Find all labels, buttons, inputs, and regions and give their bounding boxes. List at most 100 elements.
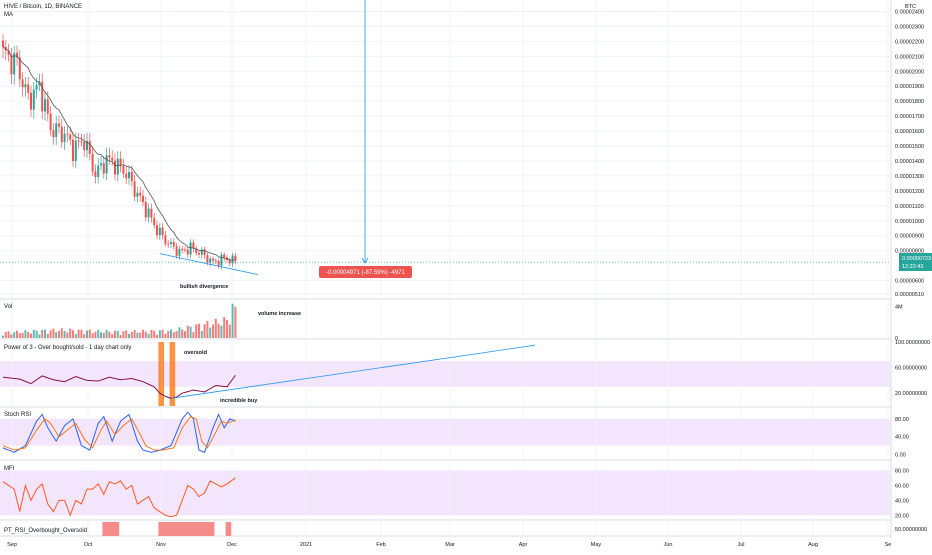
stochrsi-band (0, 418, 891, 446)
candle-body (136, 192, 139, 197)
volume-bar (80, 329, 83, 338)
price-tick-label: 0.00000900 (895, 234, 924, 240)
candle-body (214, 260, 217, 262)
price-tick-label: 0.00002300 (895, 24, 924, 30)
candle-body (10, 54, 13, 75)
currency-label: BTC (905, 4, 916, 10)
price-tick-label: 0.00002400 (895, 9, 924, 15)
oversold-bar (158, 342, 162, 406)
candle-body (44, 99, 46, 112)
volume-bar (4, 332, 7, 338)
measure-arrow-head (361, 257, 369, 264)
volume-bar (178, 327, 181, 338)
candle-body (52, 130, 55, 138)
annotation-bullish-divergence: bullish divergence (180, 284, 228, 290)
candle-body (77, 140, 80, 142)
price-tick-label: 0.00000510 (895, 292, 924, 298)
ma-indicator-label[interactable]: MA (4, 12, 13, 18)
candle-body (200, 249, 203, 255)
mfi-pane-title[interactable]: MFI (4, 466, 15, 472)
volume-bar (206, 321, 209, 338)
volume-bar (83, 334, 86, 338)
volume-bar (189, 326, 192, 338)
volume-bar (7, 331, 10, 338)
power3-pane-title[interactable]: Power of 3 - Over bought/sold - 1 day ch… (4, 345, 131, 351)
volume-bar (30, 333, 32, 338)
volume-bar (13, 332, 16, 338)
y-axis-labels: 0.00002400 0.00002300 0.00002200 0.00002100… (895, 9, 930, 533)
volume-bar (231, 303, 234, 338)
volume-bar (158, 330, 161, 338)
candle-body (91, 153, 94, 172)
candle-body (46, 99, 49, 114)
stochrsi-pane-title[interactable]: Stoch RSI (4, 412, 31, 418)
symbol-title[interactable]: HIVE / Bitcoin, 1D, BINANCE (4, 4, 82, 10)
power3-line (2, 374, 236, 399)
mfi-line (2, 477, 236, 518)
volume-bar (125, 330, 128, 338)
volume-bar (142, 329, 144, 338)
pane-backgrounds (0, 0, 892, 538)
mfi-tick-label: 20.00 (895, 513, 909, 519)
candle-body (189, 242, 192, 255)
x-tick-label: Feb (376, 542, 385, 548)
volume-bar (119, 335, 122, 338)
candle-body (167, 243, 170, 245)
candle-body (21, 79, 24, 88)
candle-body (156, 225, 158, 236)
volume-bar (66, 332, 69, 338)
volume-bar (86, 330, 88, 338)
measure-badge-label: -0.00004971 (-87.59%) -4971 (326, 270, 405, 276)
candle-body (66, 133, 69, 135)
volume-bar (200, 330, 203, 338)
volume-bar (38, 334, 41, 338)
candle-body (108, 155, 111, 158)
pt-rsi-pane-title[interactable]: PT_RSI_Overbought_Oversold (4, 528, 87, 534)
volume-bar (170, 329, 172, 338)
price-tick-label: 0.00001100 (895, 204, 924, 210)
volume-bar (130, 331, 133, 338)
volume-bar (105, 330, 108, 338)
volume-bar (156, 334, 158, 338)
mfi-band (0, 470, 891, 516)
candle-body (13, 52, 16, 75)
volume-bar (175, 331, 178, 338)
power3-tick-label: 60.00000000 (895, 366, 927, 372)
pt-rsi-bar (158, 522, 215, 536)
x-tick-label: Mar (445, 542, 455, 548)
candle-body (203, 249, 206, 256)
volume-bar (172, 332, 175, 338)
candle-body (142, 195, 144, 203)
candle-body (170, 241, 172, 244)
volume-bar (128, 333, 130, 338)
oversold-bar (172, 342, 176, 406)
divergence-line (159, 253, 258, 275)
candle-body (220, 254, 223, 266)
last-price-tag[interactable]: 0.00000723 12:22:43 (899, 253, 932, 271)
volume-bar (116, 331, 119, 338)
volume-bar (46, 333, 49, 338)
volume-bar (18, 333, 21, 338)
volume-pane-title[interactable]: Vol (4, 304, 12, 310)
candle-body (147, 208, 150, 218)
candle-body (144, 202, 147, 218)
indicator-bands (0, 361, 891, 516)
measure-badge[interactable]: -0.00004971 (-87.59%) -4971 (319, 266, 412, 278)
candle-body (49, 113, 52, 131)
volume-bar (212, 324, 214, 338)
annotation-incredible-buy: incredible buy (220, 398, 258, 404)
candle-body (209, 258, 212, 263)
volume-bar (167, 330, 170, 338)
volume-bar (136, 332, 139, 338)
candle-body (212, 258, 214, 261)
price-tick-label: 0.00000800 (895, 249, 924, 255)
x-tick-label: May (591, 542, 602, 548)
candle-body (186, 249, 189, 255)
candle-body (181, 248, 184, 250)
price-tick-label: 0.00001800 (895, 99, 924, 105)
volume-bar (133, 329, 136, 338)
candle-body (133, 181, 136, 197)
volume-bar (214, 318, 217, 338)
volume-bar (52, 328, 55, 338)
